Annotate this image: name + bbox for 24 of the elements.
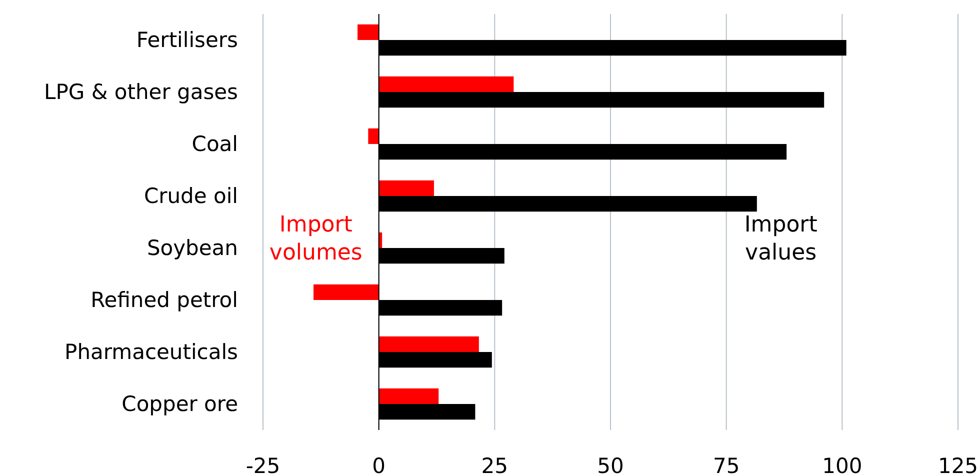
y-tick-label: Refined petrol xyxy=(90,288,238,312)
x-tick-label: 25 xyxy=(481,454,508,475)
y-tick-label: Fertilisers xyxy=(136,28,238,52)
x-tick-label: 0 xyxy=(372,454,386,475)
bar xyxy=(368,128,379,144)
y-tick-label: Soybean xyxy=(146,236,238,260)
y-tick-label: LPG & other gases xyxy=(44,80,238,104)
x-tick-label: 100 xyxy=(822,454,862,475)
x-tick-label: -25 xyxy=(246,454,280,475)
y-tick-label: Copper ore xyxy=(122,392,238,416)
bar xyxy=(314,284,379,300)
bar xyxy=(378,388,439,404)
bar xyxy=(378,180,434,196)
series-label: Import volumes xyxy=(269,212,362,266)
x-tick-label: 75 xyxy=(712,454,740,475)
x-tick-label: 125 xyxy=(938,454,978,475)
y-tick-label: Crude oil xyxy=(144,184,238,208)
series-label: Import values xyxy=(744,212,818,266)
bar xyxy=(378,76,514,92)
y-tick-label: Coal xyxy=(192,132,238,156)
y-tick-label: Pharmaceuticals xyxy=(64,340,238,364)
bar xyxy=(378,336,479,352)
x-tick-label: 50 xyxy=(597,454,624,475)
bar xyxy=(358,24,379,40)
